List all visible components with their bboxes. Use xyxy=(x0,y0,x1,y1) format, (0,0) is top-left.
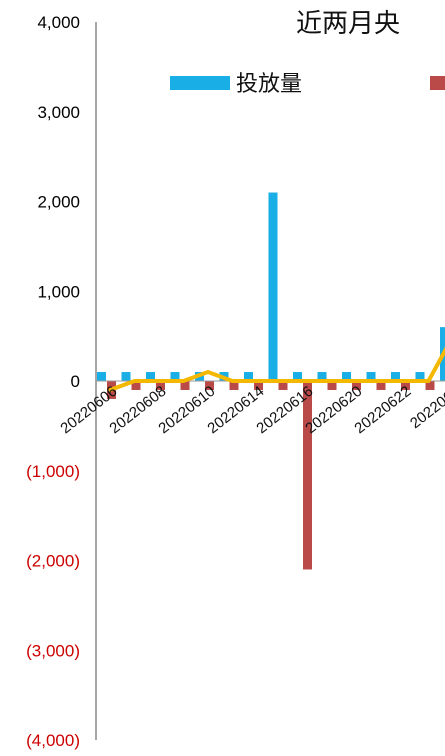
supply-bar xyxy=(366,372,376,381)
supply-bar xyxy=(342,372,351,381)
supply-bar xyxy=(317,372,327,381)
legend-swatch-supply xyxy=(170,76,230,90)
net-line-point xyxy=(108,388,112,392)
supply-bar xyxy=(293,372,302,381)
withdrawal-bar xyxy=(425,381,435,390)
net-line-point xyxy=(280,379,283,383)
y-tick-label: 0 xyxy=(71,372,80,391)
supply-bar xyxy=(268,192,278,381)
y-tick-label: 1,000 xyxy=(37,282,80,301)
withdrawal-bar xyxy=(376,381,386,390)
net-line-point xyxy=(255,379,259,383)
net-line-point xyxy=(157,379,161,383)
y-tick-label: (2,000) xyxy=(26,552,80,571)
supply-bar xyxy=(391,372,400,381)
legend-label-supply: 投放量 xyxy=(236,72,302,97)
net-line-point xyxy=(182,379,185,383)
legend: 投放量 xyxy=(170,72,445,97)
y-axis-ticks: 4,000 3,000 2,000 1,000 0 (1,000) (2,000) (3,00… xyxy=(26,13,80,750)
line-series xyxy=(108,346,445,392)
supply-bar xyxy=(146,372,155,381)
withdrawal-bar xyxy=(131,381,141,390)
net-line-point xyxy=(206,370,210,374)
withdrawal-bar xyxy=(327,381,337,390)
withdrawal-bar xyxy=(303,381,312,570)
net-line-point xyxy=(378,379,381,383)
withdrawal-bar xyxy=(254,381,263,390)
withdrawal-bar xyxy=(352,381,361,390)
withdrawal-bar xyxy=(278,381,288,390)
supply-bar xyxy=(170,372,180,381)
net-line-point xyxy=(231,379,234,383)
y-tick-label: 3,000 xyxy=(37,103,80,122)
net-line-point xyxy=(427,379,430,383)
x-tick-label: 2022062 xyxy=(407,383,445,432)
supply-bar xyxy=(244,372,253,381)
withdrawal-bar xyxy=(156,381,165,390)
withdrawal-bar xyxy=(180,381,190,390)
y-tick-label: (3,000) xyxy=(26,641,80,660)
x-axis-ticks: 2022060620220608202206102022061420220616… xyxy=(57,383,445,437)
withdrawal-bar xyxy=(205,381,214,390)
y-tick-label: (1,000) xyxy=(26,462,80,481)
net-line-point xyxy=(353,379,357,383)
supply-bar xyxy=(97,372,106,381)
legend-swatch-withdrawal xyxy=(430,76,445,90)
withdrawal-bar xyxy=(229,381,239,390)
withdrawal-bar xyxy=(401,381,410,390)
y-tick-label: 4,000 xyxy=(37,13,80,32)
supply-bar xyxy=(121,372,131,381)
net-line-point xyxy=(133,379,136,383)
y-tick-label: (4,000) xyxy=(26,731,80,750)
supply-bar xyxy=(415,372,425,381)
chart-title: 近两月央 xyxy=(296,9,400,39)
net-line-point xyxy=(304,379,308,383)
net-line-point xyxy=(402,379,406,383)
y-tick-label: 2,000 xyxy=(37,193,80,212)
net-line-point xyxy=(329,379,332,383)
